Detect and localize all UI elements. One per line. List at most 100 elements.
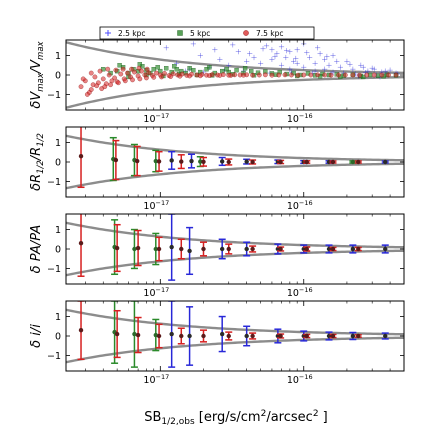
errorbar-s75 (277, 246, 285, 252)
errorbar-point (304, 333, 309, 339)
scatter-point-7p5kpc (94, 83, 100, 89)
scatter-point-7p5kpc (118, 71, 124, 77)
scatter-point-7p5kpc (85, 92, 90, 97)
errorbar-s75 (199, 241, 207, 257)
scatter-point-7p5kpc (144, 66, 150, 72)
errorbar-s25 (186, 306, 194, 366)
y-label-main: δR (29, 174, 44, 191)
x-tick-exp: −16 (299, 112, 313, 120)
errorbar-point (250, 159, 255, 165)
errorbar-s75 (354, 333, 362, 339)
errorbar-s25 (243, 241, 251, 257)
scatter-point-7p5kpc (250, 72, 255, 78)
errorbar-point (156, 333, 162, 339)
errorbar-s25 (186, 226, 194, 276)
scatter-point-2p5kpc (317, 51, 323, 57)
scatter-point-5kpc (187, 66, 192, 71)
errorbar-point (278, 159, 283, 165)
errorbar-point (226, 333, 231, 339)
errorbar-point (179, 246, 184, 252)
scatter-point-7p5kpc (130, 77, 135, 83)
errorbar-point (250, 333, 255, 339)
scatter-point-2p5kpc (312, 60, 318, 66)
errorbar-point (356, 333, 361, 339)
scatter-point-2p5kpc (312, 68, 318, 74)
scatter-point-2p5kpc (260, 46, 266, 52)
errorbar-point (179, 333, 184, 339)
errorbar-s25 (243, 325, 251, 347)
errorbar-point (250, 246, 255, 252)
errorbar-s25 (349, 244, 357, 254)
scatter-point-2p5kpc (324, 53, 330, 60)
errorbar-s25 (218, 315, 226, 353)
scatter-point-7p5kpc (106, 72, 112, 78)
scatter-point-5kpc (158, 68, 163, 74)
scatter-point-7p5kpc (282, 72, 288, 78)
errorbar-s75 (249, 332, 257, 340)
errorbar-s5 (130, 301, 138, 368)
scatter-point-5kpc (155, 65, 160, 70)
y-label-mid: /V (29, 59, 44, 74)
scatter-point-2p5kpc (322, 56, 328, 63)
scatter-point-7p5kpc (102, 84, 108, 90)
errorbar-point (356, 246, 361, 252)
errorbar-point (153, 246, 158, 252)
errorbar-s75 (134, 316, 142, 354)
errorbar-point (304, 246, 309, 252)
errorbar-point (78, 153, 84, 159)
errorbar-s75 (303, 246, 311, 252)
errorbar-point (201, 246, 206, 252)
errorbar-s5 (152, 232, 160, 266)
legend-label: 5 kpc (190, 29, 210, 38)
scatter-point-2p5kpc (294, 47, 300, 53)
envelope-lower (66, 249, 404, 277)
scatter-point-2p5kpc (350, 66, 356, 72)
y-tick-label: −1 (47, 177, 61, 188)
scatter-point-7p5kpc (136, 65, 142, 71)
scatter-point-7p5kpc (97, 68, 103, 74)
scatter-point-2p5kpc (330, 52, 336, 59)
y-tick-label: 0 (55, 158, 61, 169)
errorbar-s75 (155, 236, 163, 262)
scatter-point-2p5kpc (344, 58, 350, 64)
scatter-point-7p5kpc (322, 72, 328, 78)
errorbar-s75 (249, 159, 257, 165)
scatter-point-2p5kpc (315, 45, 321, 51)
scatter-point-7p5kpc (379, 72, 385, 78)
errorbar-point (219, 331, 225, 337)
scatter-point-7p5kpc (232, 72, 238, 78)
scatter-point-7p5kpc (350, 72, 356, 78)
legend-plus-marker (105, 30, 111, 36)
scatter-point-7p5kpc (159, 74, 164, 80)
errorbar-s75 (113, 309, 121, 359)
scatter-point-7p5kpc (129, 66, 134, 72)
scatter-point-7p5kpc (357, 72, 362, 78)
errorbar-s25 (243, 158, 251, 165)
scatter-point-2p5kpc (174, 60, 180, 66)
y-axis-label: δVmax/Vmax (29, 40, 46, 108)
legend: 2.5 kpc 5 kpc 7.5 kpc (99, 26, 315, 40)
scatter-point-7p5kpc (80, 76, 86, 82)
errorbar-point (169, 158, 174, 163)
scatter-point-7p5kpc (187, 73, 192, 79)
x-label-unit-mid: /arcsec (266, 410, 312, 425)
scatter-point-2p5kpc (257, 60, 264, 66)
x-tick-base: 10 (143, 114, 155, 125)
errorbar-s25 (168, 214, 176, 281)
x-axis-label: SB1/2,obs [erg/s/cm2/arcsec2 ] (144, 409, 328, 427)
envelope-upper (66, 41, 404, 75)
errorbar-point (78, 240, 84, 246)
errorbar-point (330, 246, 336, 252)
scatter-point-2p5kpc (284, 48, 290, 54)
errorbar-point (219, 246, 225, 252)
errorbar-point (226, 159, 231, 165)
scatter-point-7p5kpc (144, 75, 149, 81)
legend-label: 2.5 kpc (118, 29, 146, 38)
scatter-point-7p5kpc (217, 73, 223, 78)
errorbar-point (226, 246, 231, 252)
scatter-point-2p5kpc (263, 43, 270, 49)
scatter-point-7p5kpc (256, 72, 262, 78)
scatter-point-7p5kpc (88, 70, 94, 76)
errorbar-point (219, 159, 225, 164)
